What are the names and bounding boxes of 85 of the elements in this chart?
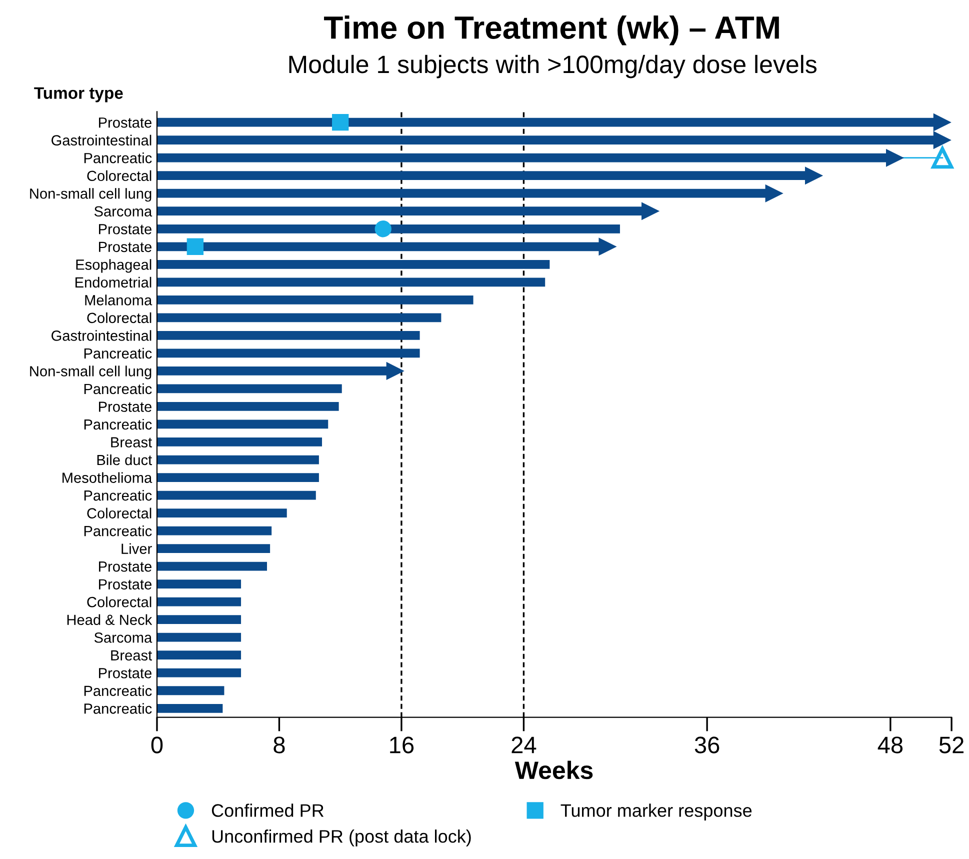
y-tick-label: Prostate — [99, 402, 152, 412]
bar — [156, 455, 319, 464]
bar — [156, 331, 420, 340]
y-tick-label: Bile duct — [97, 454, 152, 466]
bar — [156, 348, 420, 358]
y-tick-label: Pancreatic — [84, 526, 152, 536]
x-axis-title: Weeks — [514, 760, 593, 780]
bar — [156, 650, 242, 660]
y-tick-label: Colorectal — [87, 596, 152, 608]
bar — [156, 686, 224, 696]
legend-label: Tumor marker response — [560, 804, 752, 820]
y-tick-label: Prostate — [99, 579, 152, 590]
y-tick-label: Prostate — [99, 242, 152, 252]
bar — [156, 597, 242, 606]
y-tick-label: Breast — [111, 650, 152, 661]
y-tick-label: Pancreatic — [84, 490, 152, 501]
y-tick-label: Melanoma — [85, 294, 152, 306]
y-tick-label: Liver — [122, 543, 152, 554]
bar — [156, 438, 322, 446]
point — [186, 238, 204, 255]
legend-label: Confirmed PR — [212, 804, 324, 817]
y-tick-label: Head & Neck — [67, 614, 152, 626]
bar — [156, 615, 242, 624]
point — [765, 184, 784, 202]
x-tick-label: 52 — [939, 736, 964, 754]
y-tick-label: Esophageal — [76, 259, 152, 273]
point — [933, 131, 952, 150]
y-tick-label: Colorectal — [87, 170, 152, 182]
y-tick-label: Non-small cell lung — [30, 366, 152, 380]
y-tick-label: Gastrointestinal — [52, 330, 152, 341]
y-tick-label: Sarcoma — [94, 206, 152, 217]
y-axis-title: Tumor type — [34, 87, 123, 102]
bar — [156, 295, 474, 304]
point — [642, 202, 660, 220]
bar — [156, 313, 442, 322]
point — [805, 166, 824, 185]
y-tick-label: Breast — [111, 437, 152, 448]
y-tick-label: Pancreatic — [84, 348, 152, 359]
y-tick-label: Prostate — [99, 562, 152, 572]
y-tick-label: Pancreatic — [84, 383, 152, 394]
bar — [156, 490, 316, 500]
bar — [156, 526, 272, 536]
y-tick-label: Pancreatic — [84, 152, 152, 164]
y-tick-label: Non-small cell lung — [30, 188, 152, 202]
bar — [156, 544, 270, 553]
y-tick-label: Pancreatic — [84, 418, 152, 430]
point — [598, 238, 617, 256]
bar — [156, 278, 546, 287]
bar — [156, 384, 342, 394]
y-tick-label: Colorectal — [87, 508, 152, 518]
y-tick-label: Colorectal — [87, 312, 152, 324]
bar — [156, 402, 339, 411]
point — [933, 113, 952, 132]
y-tick-label: Endometrial — [76, 276, 152, 288]
bar — [156, 632, 242, 642]
x-tick-label: 36 — [694, 736, 720, 754]
point — [332, 114, 349, 131]
chart-title: Time on Treatment (wk) – ATM — [324, 16, 779, 46]
chart-subtitle: Module 1 subjects with >100mg/day dose levels — [289, 54, 817, 78]
point — [374, 220, 392, 238]
y-tick-label: Prostate — [99, 224, 152, 234]
y-tick-label: Pancreatic — [84, 685, 152, 696]
bar — [156, 260, 550, 269]
bar — [156, 668, 242, 678]
x-tick-label: 24 — [512, 736, 536, 754]
point — [886, 148, 904, 167]
y-tick-label: Mesothelioma — [62, 472, 152, 483]
legend-label: Unconfirmed PR (post data lock) — [212, 830, 471, 846]
bar — [156, 420, 328, 429]
x-tick-label: 8 — [274, 736, 285, 754]
bar — [156, 562, 267, 571]
y-tick-label: Sarcoma — [94, 632, 152, 643]
y-tick-label: Prostate — [99, 118, 152, 128]
bar — [156, 580, 242, 589]
bar — [156, 473, 319, 482]
x-tick-label: 16 — [390, 736, 414, 754]
y-tick-label: Gastrointestinal — [52, 134, 152, 146]
x-tick-label: 48 — [878, 736, 903, 754]
point — [386, 362, 404, 380]
x-tick-label: 0 — [151, 736, 163, 754]
y-tick-label: Pancreatic — [84, 703, 152, 714]
y-tick-label: Prostate — [99, 668, 152, 678]
bar — [156, 224, 620, 234]
bar — [156, 508, 287, 518]
bar — [156, 704, 223, 713]
